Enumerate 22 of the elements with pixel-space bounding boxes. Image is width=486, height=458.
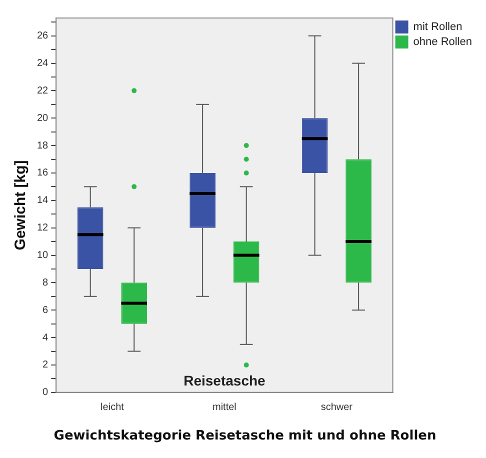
text: Gewichtskategorie Reisetasche mit und ohne Rollen (54, 428, 436, 444)
y-tick-label: 18 (37, 140, 49, 152)
x-tick-label: leicht (100, 402, 124, 414)
y-tick-label: 2 (42, 360, 49, 371)
y-axis-title: Gewicht [kg] (12, 160, 30, 250)
y-tick-label: 12 (37, 222, 49, 234)
x-tick-label: schwer (320, 402, 354, 414)
y-tick-label: 24 (37, 58, 49, 70)
y-tick-label: 10 (37, 250, 49, 262)
legend-label: ohne Rollen (413, 36, 472, 48)
y-tick-label: 26 (37, 30, 49, 42)
legend-label: mit Rollen (413, 21, 462, 34)
x-tick-label: mittel (212, 402, 236, 414)
y-tick-label: 22 (37, 85, 49, 96)
y-tick-label: 0 (42, 387, 49, 398)
y-tick-label: 8 (42, 277, 49, 288)
x-axis-title: Reisetasche (184, 372, 266, 388)
y-tick-label: 4 (42, 332, 49, 344)
y-tick-label: 16 (37, 168, 49, 179)
y-tick-label: 20 (37, 112, 49, 124)
y-tick-label: 6 (42, 304, 49, 316)
y-tick-label: 14 (37, 195, 49, 206)
